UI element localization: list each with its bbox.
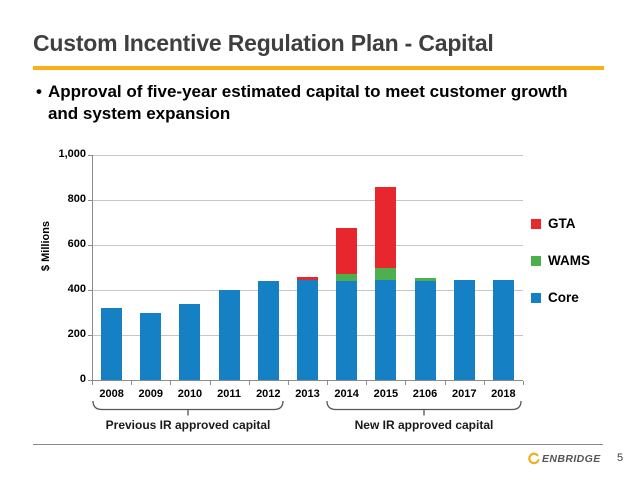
x-axis-tick <box>131 381 133 385</box>
bar-segment-gta-2014 <box>336 228 358 275</box>
x-axis-category-label: 2008 <box>99 388 124 400</box>
y-axis-tick <box>88 245 92 246</box>
x-axis-category-label: 2018 <box>491 388 516 400</box>
legend-label-wams: WAMS <box>548 253 590 268</box>
bar-segment-core-2014 <box>336 281 358 380</box>
bar-segment-core-2012 <box>257 281 279 380</box>
bar-segment-core-2009 <box>140 312 162 380</box>
bullet-item: • Approval of five-year estimated capita… <box>36 81 570 125</box>
enbridge-logo: ENBRIDGE <box>527 452 601 465</box>
legend-swatch-core <box>531 292 541 303</box>
bar-segment-core-2011 <box>218 290 240 380</box>
y-axis-tick <box>88 290 92 291</box>
x-axis-line <box>92 380 523 381</box>
x-axis-tick <box>248 381 250 385</box>
x-axis-tick <box>483 381 485 385</box>
x-axis-category-label: 2012 <box>256 388 281 400</box>
legend-item-core: Core <box>531 290 579 305</box>
y-axis-tick <box>88 155 92 156</box>
legend-swatch-gta <box>531 218 541 229</box>
x-axis-tick <box>366 381 368 385</box>
x-axis-category-label: 2013 <box>295 388 320 400</box>
previous-ir-bracket <box>92 400 284 416</box>
legend-item-gta: GTA <box>531 216 576 231</box>
y-axis-tick-label: 800 <box>67 193 86 205</box>
x-axis-category-label: 2011 <box>217 388 242 400</box>
bar-segment-core-2018 <box>492 279 514 380</box>
x-axis-tick <box>444 381 446 385</box>
legend-label-gta: GTA <box>548 216 576 231</box>
bar-segment-wams-2014 <box>336 274 358 281</box>
x-axis-tick <box>287 381 289 385</box>
x-axis-tick <box>170 381 172 385</box>
y-axis-tick <box>88 200 92 201</box>
y-axis-tick-label: 0 <box>79 373 86 385</box>
enbridge-swirl-icon <box>528 452 540 465</box>
x-axis-category-label: 2010 <box>177 388 203 400</box>
x-axis-category-label: 2106 <box>412 388 438 400</box>
y-axis-tick-label: 600 <box>67 238 86 250</box>
enbridge-logo-text: ENBRIDGE <box>542 452 601 465</box>
legend-label-core: Core <box>548 290 579 305</box>
x-axis-tick <box>327 381 329 385</box>
x-axis-tick <box>209 381 211 385</box>
y-axis-tick-label: 200 <box>67 328 86 340</box>
page-number: 5 <box>616 452 624 464</box>
new-ir-bracket-label: New IR approved capital <box>354 418 494 432</box>
gridline <box>92 200 523 201</box>
gridline <box>92 245 523 246</box>
new-ir-bracket <box>326 400 522 416</box>
bar-segment-core-2010 <box>179 303 201 380</box>
legend-swatch-wams <box>531 255 541 266</box>
y-axis-line <box>92 155 93 384</box>
gridline <box>92 155 523 156</box>
previous-ir-bracket-label: Previous IR approved capital <box>105 418 271 432</box>
y-axis-tick-label: 400 <box>67 283 86 295</box>
x-axis-tick <box>92 381 93 385</box>
bar-segment-wams-2106 <box>414 277 436 281</box>
bullet-marker-icon: • <box>36 82 42 101</box>
bar-segment-gta-2013 <box>297 277 318 280</box>
bar-segment-core-2015 <box>375 279 397 380</box>
bar-segment-core-2008 <box>101 308 123 380</box>
title-accent-rule <box>33 66 604 70</box>
y-axis-tick-label: 1,000 <box>58 148 86 160</box>
bar-segment-wams-2015 <box>375 267 397 280</box>
bar-segment-gta-2015 <box>375 186 397 268</box>
y-axis-tick <box>88 335 92 336</box>
bar-segment-core-2106 <box>414 281 436 380</box>
page-title: Custom Incentive Regulation Plan - Capit… <box>33 30 494 56</box>
x-axis-tick <box>523 381 524 385</box>
y-axis-tick <box>88 380 92 381</box>
x-axis-category-label: 2017 <box>451 388 477 400</box>
x-axis-category-label: 2014 <box>334 388 359 400</box>
footer-divider <box>33 444 603 445</box>
bar-segment-core-2017 <box>453 279 475 380</box>
y-axis-title: $ Millions <box>40 220 52 272</box>
x-axis-tick <box>405 381 407 385</box>
legend-item-wams: WAMS <box>531 253 590 268</box>
bar-segment-core-2013 <box>297 279 318 380</box>
x-axis-category-label: 2015 <box>373 388 399 400</box>
bullet-text: Approval of five-year estimated capital … <box>47 82 568 123</box>
x-axis-category-label: 2009 <box>138 388 163 400</box>
